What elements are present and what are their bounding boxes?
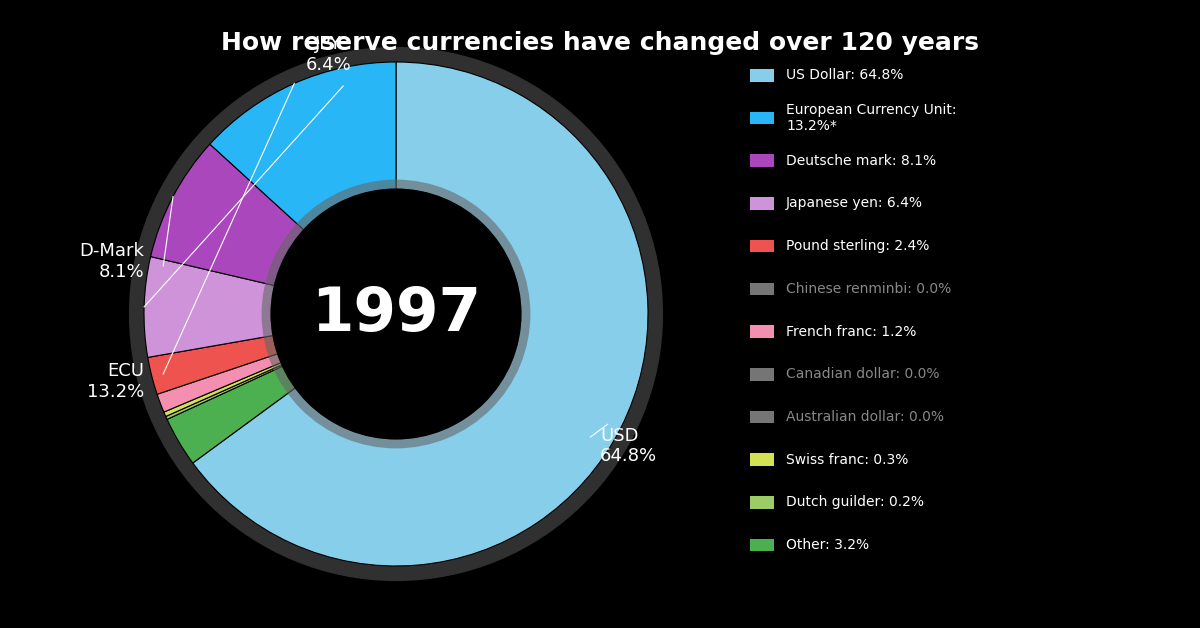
Text: 1997: 1997 [311,284,481,344]
Circle shape [130,48,662,580]
Text: Chinese renminbi: 0.0%: Chinese renminbi: 0.0% [786,282,952,296]
Text: Deutsche mark: 8.1%: Deutsche mark: 8.1% [786,154,936,168]
Wedge shape [262,180,530,448]
Circle shape [271,189,521,439]
Text: US Dollar: 64.8%: US Dollar: 64.8% [786,68,904,82]
Text: Japanese yen: 6.4%: Japanese yen: 6.4% [786,197,923,210]
Text: USD
64.8%: USD 64.8% [600,426,658,465]
Wedge shape [166,365,283,420]
Text: D-Mark
8.1%: D-Mark 8.1% [79,242,144,281]
Wedge shape [157,354,281,412]
Wedge shape [193,62,648,566]
Wedge shape [148,335,277,394]
Text: ECU
13.2%: ECU 13.2% [86,362,144,401]
Wedge shape [167,366,295,463]
Text: Dutch guilder: 0.2%: Dutch guilder: 0.2% [786,495,924,509]
Wedge shape [252,170,540,458]
Text: French franc: 1.2%: French franc: 1.2% [786,325,917,338]
Text: Australian dollar: 0.0%: Australian dollar: 0.0% [786,410,944,424]
Text: How reserve currencies have changed over 120 years: How reserve currencies have changed over… [221,31,979,55]
Wedge shape [144,257,275,357]
Text: Pound sterling: 2.4%: Pound sterling: 2.4% [786,239,929,253]
Wedge shape [210,62,396,230]
Text: Other: 3.2%: Other: 3.2% [786,538,869,552]
Wedge shape [164,362,282,416]
Text: Canadian dollar: 0.0%: Canadian dollar: 0.0% [786,367,940,381]
Text: European Currency Unit:
13.2%*: European Currency Unit: 13.2%* [786,103,956,133]
Wedge shape [151,144,304,286]
Text: Swiss franc: 0.3%: Swiss franc: 0.3% [786,453,908,467]
Text: JPY
6.4%: JPY 6.4% [306,35,352,74]
